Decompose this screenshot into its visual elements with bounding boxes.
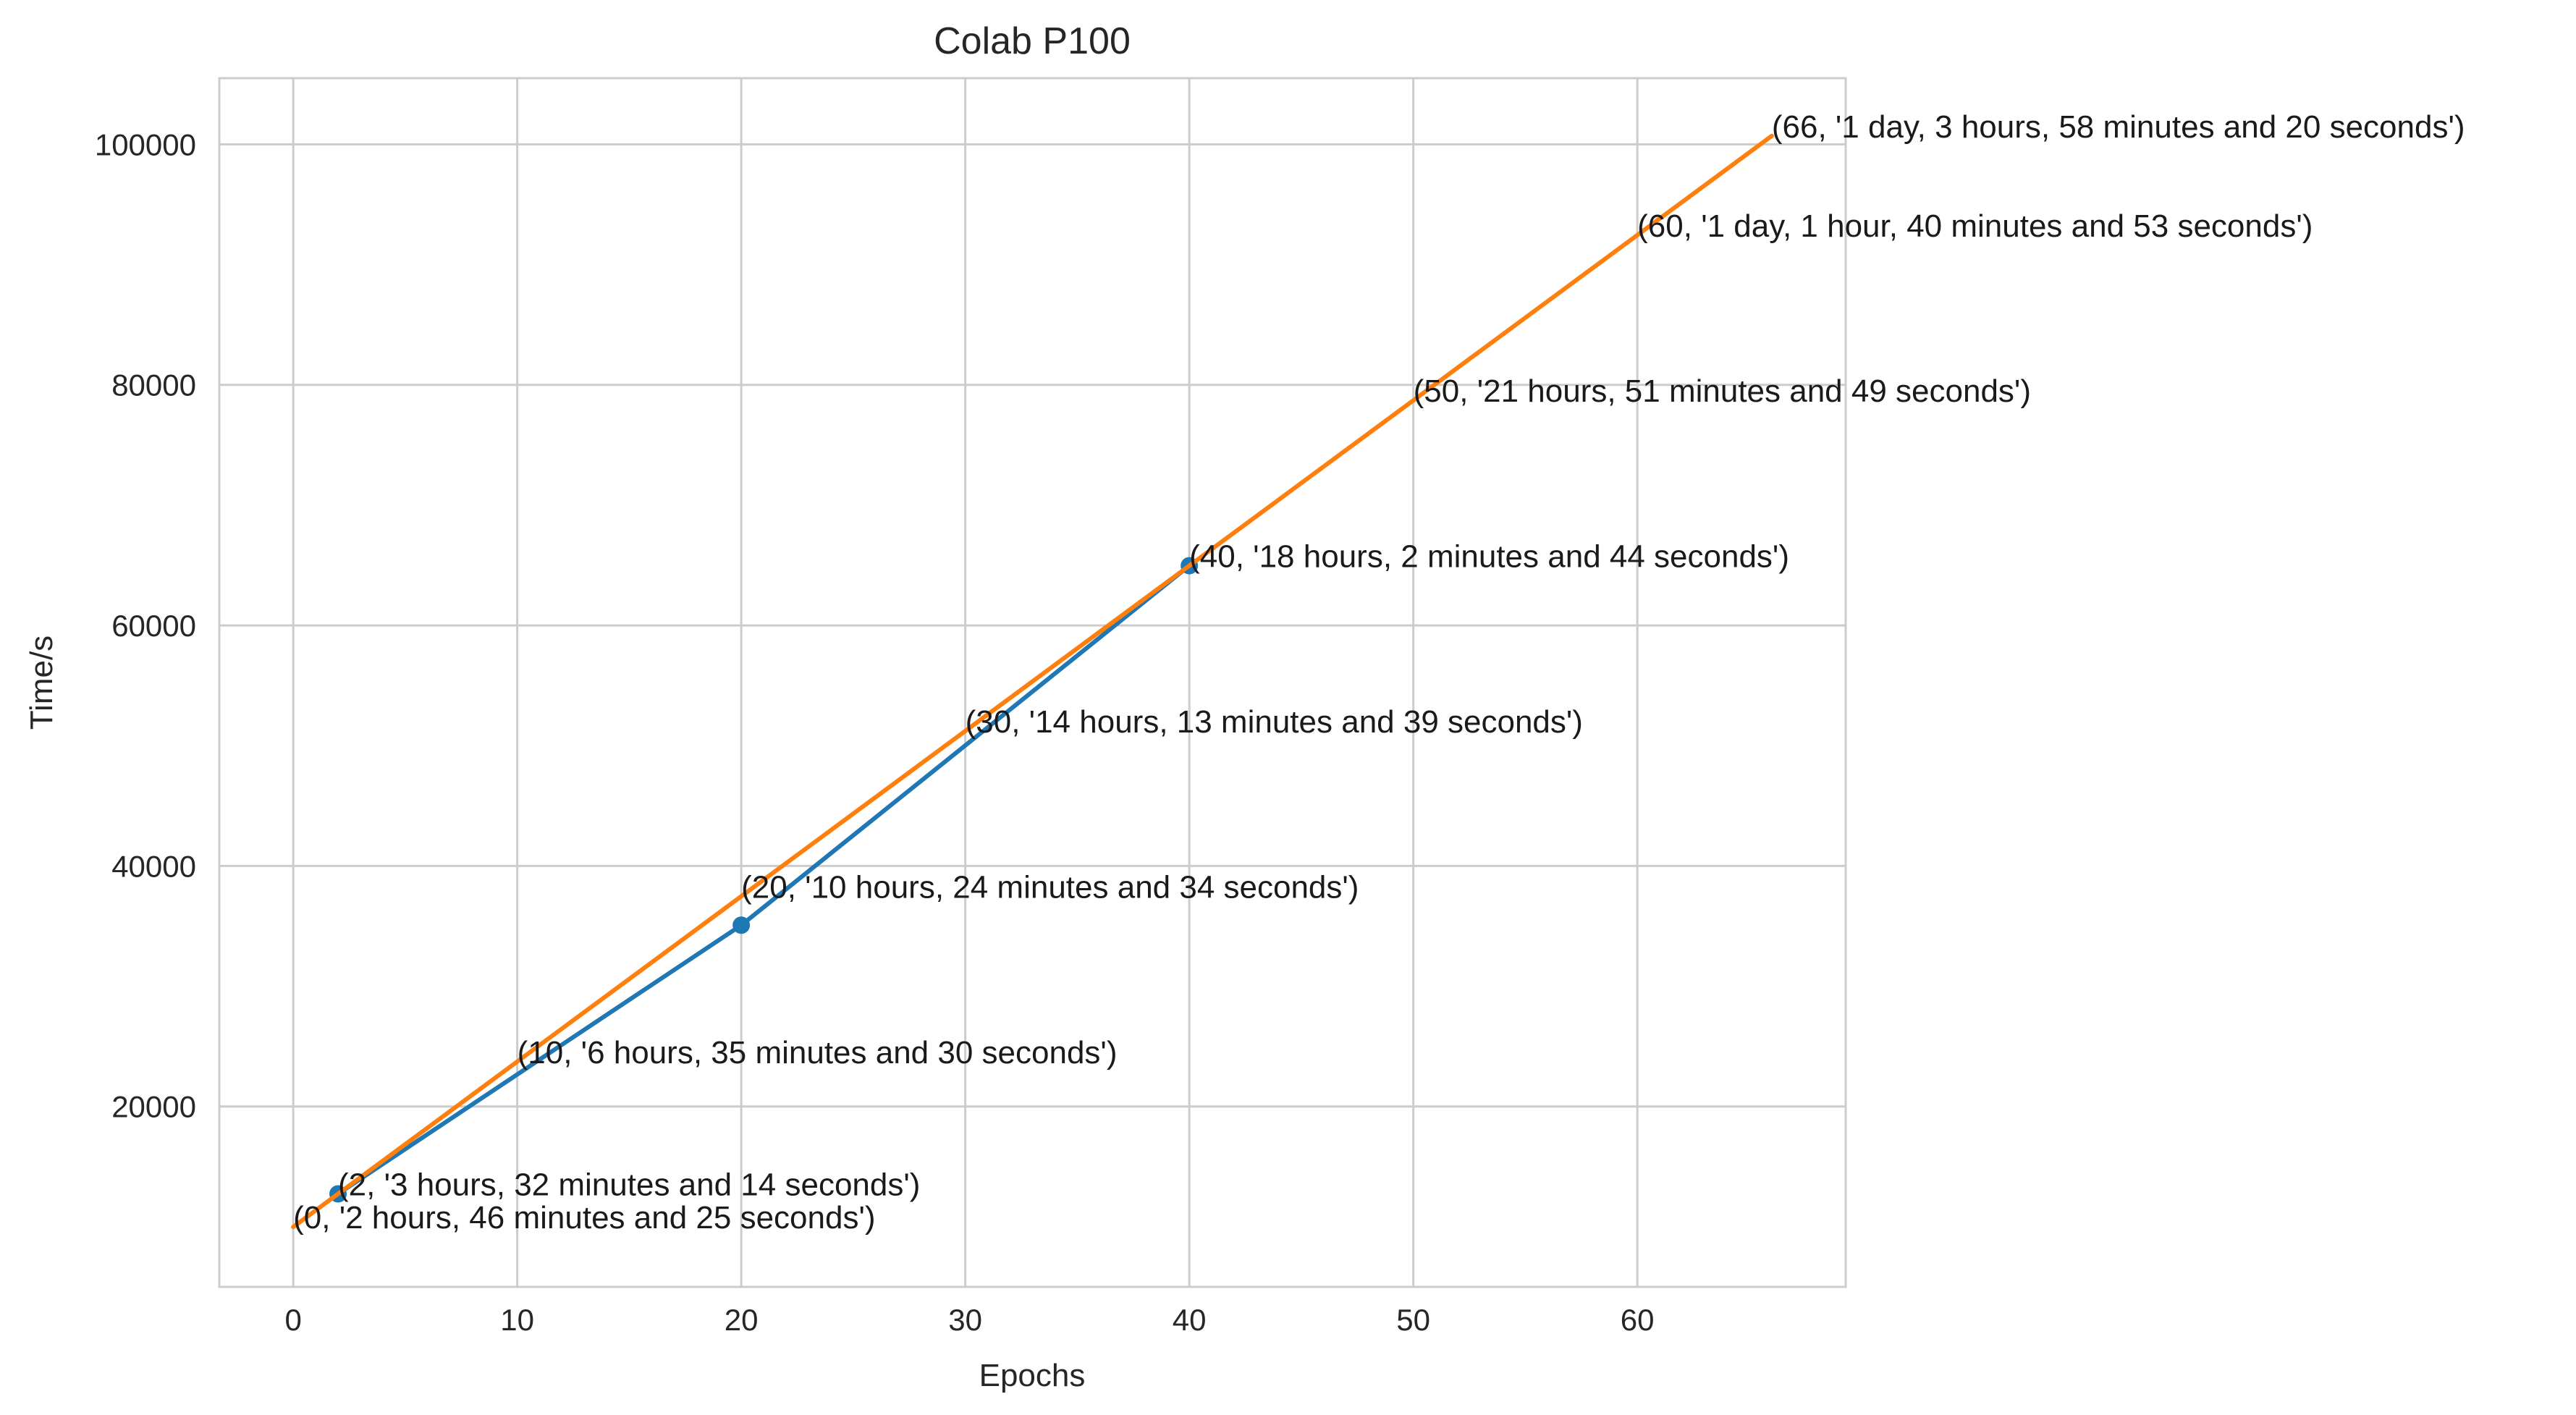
series-layer xyxy=(291,133,1774,1230)
point-annotation: (50, '21 hours, 51 minutes and 49 second… xyxy=(1414,373,2031,409)
point-annotation: (66, '1 day, 3 hours, 58 minutes and 20 … xyxy=(1772,109,2465,145)
chart-title: Colab P100 xyxy=(934,20,1131,62)
y-tick-label: 80000 xyxy=(111,368,196,402)
y-tick-label: 100000 xyxy=(95,127,196,161)
point-annotation: (60, '1 day, 1 hour, 40 minutes and 53 s… xyxy=(1637,208,2313,244)
point-annotation: (2, '3 hours, 32 minutes and 14 seconds'… xyxy=(338,1167,920,1202)
series-line-1 xyxy=(291,133,1774,1230)
y-tick-label: 20000 xyxy=(111,1090,196,1124)
x-axis-label: Epochs xyxy=(979,1358,1086,1393)
y-axis-label: Time/s xyxy=(24,635,59,730)
point-annotation: (10, '6 hours, 35 minutes and 30 seconds… xyxy=(518,1035,1118,1070)
x-tick-label: 20 xyxy=(725,1303,759,1337)
x-tick-label: 0 xyxy=(284,1303,301,1337)
x-tick-label: 10 xyxy=(500,1303,534,1337)
series-point-0 xyxy=(732,916,751,934)
point-annotation: (30, '14 hours, 13 minutes and 39 second… xyxy=(966,704,1583,740)
annotation-layer: (0, '2 hours, 46 minutes and 25 seconds'… xyxy=(293,109,2465,1236)
tick-labels: 0 10 20 30 40 50 60 20000 40000 60000 80000 100000 xyxy=(95,127,1655,1337)
y-tick-label: 40000 xyxy=(111,849,196,883)
x-tick-label: 60 xyxy=(1621,1303,1655,1337)
x-tick-label: 50 xyxy=(1396,1303,1430,1337)
point-annotation: (40, '18 hours, 2 minutes and 44 seconds… xyxy=(1189,539,1789,575)
x-tick-label: 30 xyxy=(948,1303,982,1337)
point-annotation: (0, '2 hours, 46 minutes and 25 seconds'… xyxy=(293,1200,875,1236)
point-annotation: (20, '10 hours, 24 minutes and 34 second… xyxy=(741,869,1359,905)
y-tick-label: 60000 xyxy=(111,609,196,643)
grid-lines xyxy=(219,78,1846,1287)
x-tick-label: 40 xyxy=(1173,1303,1207,1337)
plot-frame xyxy=(218,77,1847,1288)
